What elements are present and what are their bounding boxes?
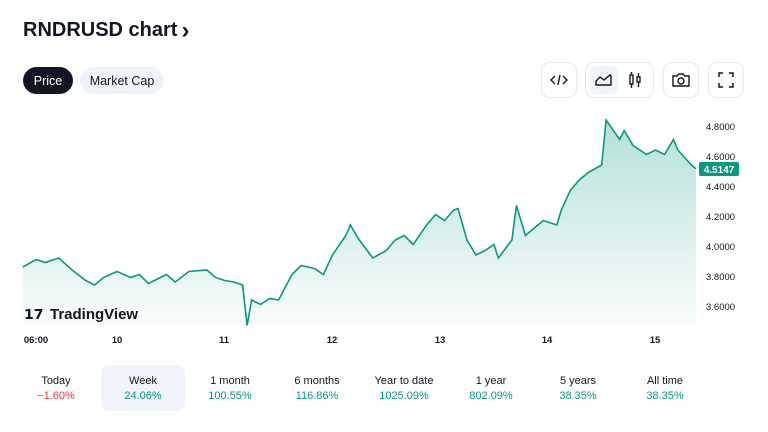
- fullscreen-icon: [718, 72, 734, 88]
- last-price-badge: [699, 162, 739, 176]
- price-line: [22, 117, 697, 326]
- period-label: All time: [646, 374, 684, 387]
- period-year-to-date[interactable]: Year to date 1025.09%: [362, 365, 446, 411]
- y-tick-label: 3.8000: [706, 272, 735, 283]
- camera-icon: [672, 73, 690, 87]
- chevron-right-icon: ›: [181, 16, 190, 44]
- candlestick-button[interactable]: [622, 66, 650, 94]
- period-change: 24.06%: [124, 389, 162, 402]
- area-chart-button[interactable]: [590, 66, 618, 94]
- svg-text:𝟭𝟳: 𝟭𝟳: [24, 306, 43, 322]
- period-change: −1.60%: [37, 389, 75, 402]
- x-tick-label: 15: [650, 335, 661, 346]
- watermark-text: TradingView: [50, 306, 138, 323]
- chart-type-group: [585, 62, 654, 98]
- chart-title: RNDRUSD chart: [23, 19, 178, 41]
- period-label: 6 months: [294, 374, 340, 387]
- period-all-time[interactable]: All time 38.35%: [623, 365, 707, 411]
- y-tick-label: 4.2000: [706, 212, 735, 223]
- price-chart[interactable]: 4.8000 4.6000 4.4000 4.2000 4.0000 3.8000 3.60…: [0, 100, 768, 350]
- period-label: 1 month: [210, 374, 250, 387]
- tab-price-label: Price: [33, 73, 63, 88]
- embed-button[interactable]: [541, 62, 577, 98]
- period-1-month[interactable]: 1 month 100.55%: [188, 365, 272, 411]
- period-change: 38.35%: [646, 389, 684, 402]
- candlestick-icon: [629, 72, 641, 88]
- period-1-year[interactable]: 1 year 802.09%: [449, 365, 533, 411]
- period-change: 100.55%: [208, 389, 252, 402]
- price-area-fill: [22, 120, 696, 326]
- period-today[interactable]: Today −1.60%: [14, 365, 98, 411]
- x-tick-label: 06:00: [24, 335, 48, 346]
- tab-price[interactable]: Price: [23, 67, 73, 94]
- period-change: 1025.09%: [379, 389, 429, 402]
- y-tick-label: 3.6000: [706, 302, 735, 313]
- x-tick-label: 13: [435, 335, 446, 346]
- y-tick-label: 4.6000: [706, 152, 735, 163]
- chart-title-link[interactable]: RNDRUSD chart ›: [23, 16, 190, 44]
- screenshot-button[interactable]: [663, 62, 699, 98]
- x-tick-label: 11: [219, 335, 230, 346]
- period-label: Year to date: [374, 374, 434, 387]
- period-6-months[interactable]: 6 months 116.86%: [275, 365, 359, 411]
- y-tick-label: 4.4000: [706, 182, 735, 193]
- y-tick-label: 4.8000: [706, 122, 735, 133]
- period-label: Today: [41, 374, 71, 387]
- period-5-years[interactable]: 5 years 38.35%: [536, 365, 620, 411]
- period-change: 802.09%: [469, 389, 513, 402]
- y-tick-label: 4.0000: [706, 242, 735, 253]
- period-selector: Today −1.60% Week 24.06% 1 month 100.55% 6 mon…: [14, 365, 710, 411]
- tradingview-watermark: 𝟭𝟳 TradingView: [24, 306, 138, 323]
- period-change: 116.86%: [295, 389, 339, 402]
- x-tick-label: 12: [327, 335, 338, 346]
- period-label: 1 year: [475, 374, 507, 387]
- x-tick-label: 14: [542, 335, 553, 346]
- last-price-label: 4.5147: [704, 165, 735, 176]
- fullscreen-button[interactable]: [708, 62, 744, 98]
- period-week[interactable]: Week 24.06%: [101, 365, 185, 411]
- tab-market-cap[interactable]: Market Cap: [80, 67, 164, 94]
- area-chart-icon: [595, 74, 612, 86]
- tab-market-cap-label: Market Cap: [89, 73, 155, 88]
- period-label: Week: [129, 374, 157, 387]
- embed-code-icon: [550, 74, 568, 86]
- period-change: 38.35%: [559, 389, 597, 402]
- period-label: 5 years: [559, 374, 597, 387]
- x-tick-label: 10: [112, 335, 123, 346]
